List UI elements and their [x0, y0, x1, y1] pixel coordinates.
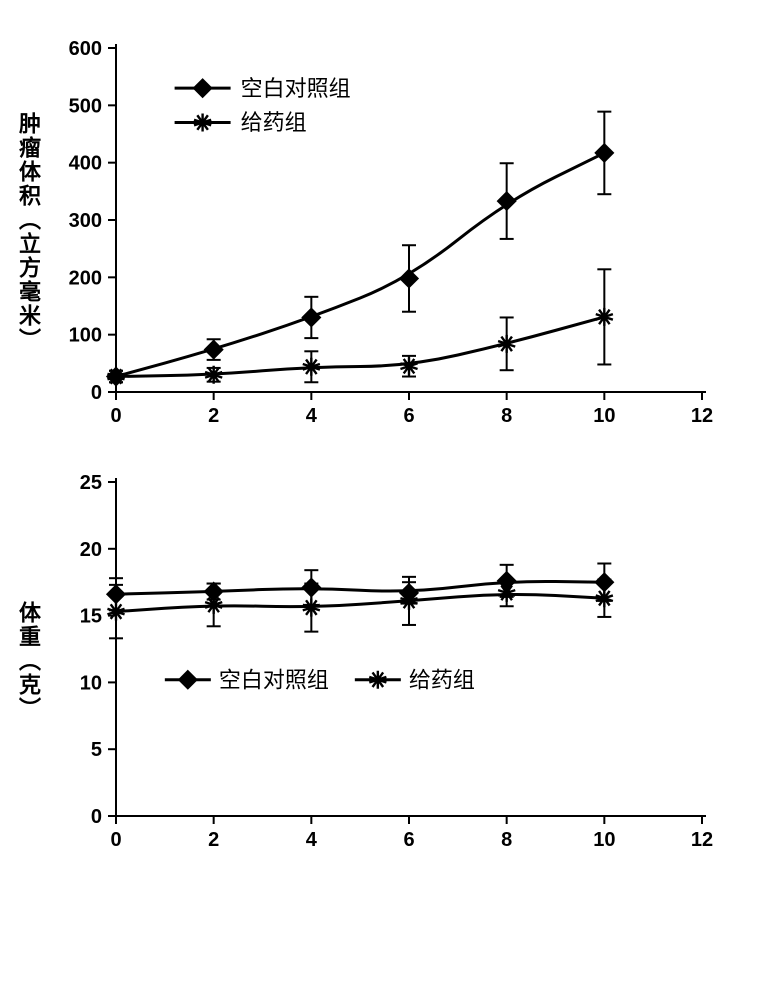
svg-text:10: 10 — [80, 672, 102, 694]
svg-text:400: 400 — [69, 153, 102, 175]
svg-text:6: 6 — [403, 405, 414, 427]
svg-text:0: 0 — [91, 382, 102, 404]
svg-text:25: 25 — [80, 472, 102, 494]
svg-text:给药组: 给药组 — [241, 110, 307, 135]
svg-text:4: 4 — [306, 829, 318, 851]
svg-text:2: 2 — [208, 405, 219, 427]
svg-text:15: 15 — [80, 606, 102, 628]
svg-text:4: 4 — [306, 405, 318, 427]
tumor-volume-chart: 0 100 200 300 400 500 600 0 2 4 6 8 10 12 空白对照组给药组 — [50, 12, 730, 452]
svg-text:10: 10 — [593, 829, 615, 851]
svg-text:8: 8 — [501, 405, 512, 427]
top-y-axis-label: 肿瘤体积（立方毫米） — [12, 112, 50, 352]
svg-text:2: 2 — [208, 829, 219, 851]
svg-text:300: 300 — [69, 210, 102, 232]
svg-text:10: 10 — [593, 405, 615, 427]
svg-text:给药组: 给药组 — [409, 667, 475, 692]
svg-text:0: 0 — [110, 405, 121, 427]
svg-text:0: 0 — [91, 806, 102, 828]
svg-text:空白对照组: 空白对照组 — [241, 76, 351, 101]
svg-text:6: 6 — [403, 829, 414, 851]
bottom-y-axis-label: 体重（克） — [12, 601, 50, 721]
svg-text:5: 5 — [91, 739, 102, 761]
svg-text:空白对照组: 空白对照组 — [219, 667, 329, 692]
svg-text:500: 500 — [69, 95, 102, 117]
svg-text:100: 100 — [69, 325, 102, 347]
svg-text:200: 200 — [69, 267, 102, 289]
body-weight-chart: 0 5 10 15 20 25 0 2 4 6 8 10 12 空白对照组 给药组 — [50, 446, 730, 876]
svg-text:20: 20 — [80, 539, 102, 561]
tumor-volume-panel: 肿瘤体积（立方毫米） 0 100 200 300 400 500 600 0 2 4 6 8 10 12 空… — [12, 12, 752, 452]
svg-text:12: 12 — [691, 829, 713, 851]
svg-text:600: 600 — [69, 38, 102, 60]
figure-stack: 肿瘤体积（立方毫米） 0100200300400500600024681012空… — [12, 12, 752, 858]
svg-text:0: 0 — [110, 829, 121, 851]
svg-text:12: 12 — [691, 405, 713, 427]
svg-text:8: 8 — [501, 829, 512, 851]
body-weight-panel: 体重（克） 0 5 10 15 20 25 0 2 4 6 8 10 12 空白对照组 给药组 — [12, 446, 752, 876]
